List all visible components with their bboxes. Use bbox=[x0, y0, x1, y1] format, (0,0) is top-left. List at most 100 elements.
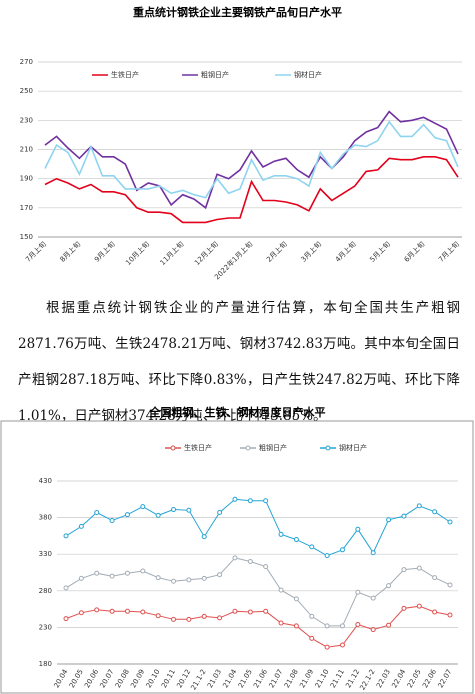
point bbox=[370, 550, 376, 556]
point bbox=[94, 570, 100, 576]
point bbox=[94, 509, 100, 515]
series-line bbox=[44, 120, 459, 199]
point bbox=[447, 612, 453, 618]
legend-marker bbox=[170, 445, 176, 451]
x-tick-label: 2月上旬 bbox=[264, 239, 288, 263]
point bbox=[309, 635, 315, 641]
point bbox=[309, 544, 315, 550]
series-line bbox=[65, 498, 451, 557]
paragraph: 根据重点统计钢铁企业的产量进行估算，本旬全国共生产粗钢2871.76万吨、生铁2… bbox=[18, 300, 460, 424]
y-tick-label: 270 bbox=[20, 58, 33, 66]
point bbox=[263, 564, 269, 570]
point bbox=[186, 616, 192, 622]
point bbox=[355, 526, 361, 532]
x-tick-label: 21.10 bbox=[314, 668, 331, 689]
point bbox=[171, 616, 177, 622]
x-tick-label: 20.04 bbox=[53, 668, 70, 690]
x-tick-label: 5月上旬 bbox=[368, 239, 392, 263]
x-tick-label: 10月上旬 bbox=[124, 239, 152, 267]
point bbox=[186, 577, 192, 583]
point bbox=[217, 572, 223, 578]
point bbox=[355, 621, 361, 627]
point bbox=[109, 573, 115, 579]
point bbox=[232, 555, 238, 561]
point bbox=[432, 609, 438, 615]
point bbox=[109, 518, 115, 524]
point bbox=[217, 615, 223, 621]
point bbox=[416, 565, 422, 571]
x-tick-label: 21.07 bbox=[268, 668, 285, 689]
point bbox=[140, 609, 146, 615]
point bbox=[78, 610, 84, 616]
point bbox=[370, 627, 376, 633]
point bbox=[109, 608, 115, 614]
x-tick-label: 21.09 bbox=[298, 668, 315, 689]
point bbox=[278, 531, 284, 537]
legend-label: 钢材日产 bbox=[294, 70, 322, 79]
y-tick-label: 280 bbox=[39, 587, 52, 595]
series-line bbox=[44, 156, 459, 224]
point bbox=[401, 513, 407, 519]
frame bbox=[0, 420, 474, 694]
point bbox=[171, 507, 177, 513]
y-tick-label: 170 bbox=[20, 204, 33, 212]
point bbox=[386, 622, 392, 628]
point bbox=[339, 547, 345, 553]
point bbox=[247, 559, 253, 565]
y-tick-label: 150 bbox=[20, 233, 33, 241]
point bbox=[416, 603, 422, 609]
point bbox=[124, 608, 130, 614]
point bbox=[278, 620, 284, 626]
chart-title: 全国粗钢、生铁、钢材月度日产水平 bbox=[149, 406, 326, 419]
x-tick-label: 8月上旬 bbox=[58, 239, 82, 263]
y-tick-label: 250 bbox=[20, 87, 33, 95]
point bbox=[263, 498, 269, 504]
x-tick-label: 20.09 bbox=[129, 668, 146, 689]
point bbox=[63, 616, 69, 622]
chart-title: 重点统计钢铁企业主要钢铁产品旬日产水平 bbox=[133, 6, 342, 19]
legend-label: 生铁日产 bbox=[111, 70, 139, 79]
point bbox=[386, 517, 392, 523]
point bbox=[324, 644, 330, 650]
point bbox=[63, 533, 69, 539]
point bbox=[339, 623, 345, 629]
point bbox=[140, 504, 146, 510]
point bbox=[171, 578, 177, 584]
x-tick-label: 20.11 bbox=[160, 668, 177, 689]
x-tick-label: 21.03 bbox=[206, 668, 223, 689]
point bbox=[78, 575, 84, 581]
point bbox=[447, 582, 453, 588]
x-tick-label: 20.08 bbox=[114, 668, 131, 689]
point bbox=[217, 509, 223, 515]
point bbox=[293, 623, 299, 629]
x-tick-label: 21.08 bbox=[283, 668, 300, 689]
x-tick-label: 21.11 bbox=[329, 668, 346, 689]
chart: 18023028033038043020.0420.0520.0620.0720… bbox=[0, 420, 474, 694]
point bbox=[94, 607, 100, 613]
point bbox=[432, 509, 438, 515]
point bbox=[401, 605, 407, 611]
y-tick-label: 380 bbox=[39, 514, 52, 522]
legend-label: 粗钢日产 bbox=[201, 70, 229, 79]
point bbox=[386, 583, 392, 589]
x-tick-label: 3月上旬 bbox=[299, 239, 323, 263]
point bbox=[124, 512, 130, 518]
x-tick-label: 21.1-2 bbox=[189, 668, 207, 692]
point bbox=[232, 608, 238, 614]
y-tick-label: 230 bbox=[20, 116, 33, 124]
point bbox=[324, 623, 330, 629]
point bbox=[432, 575, 438, 581]
x-tick-label: 6月上旬 bbox=[402, 239, 426, 263]
point bbox=[324, 553, 330, 559]
y-tick-label: 430 bbox=[39, 477, 52, 485]
point bbox=[155, 512, 161, 518]
x-tick-label: 22.07 bbox=[437, 668, 454, 689]
series-line bbox=[65, 557, 451, 627]
x-tick-label: 4月上旬 bbox=[333, 239, 357, 263]
x-tick-label: 11月上旬 bbox=[158, 239, 186, 267]
legend-marker bbox=[325, 445, 331, 451]
series-line bbox=[44, 110, 459, 210]
x-tick-label: 20.05 bbox=[68, 668, 85, 689]
point bbox=[201, 575, 207, 581]
point bbox=[247, 609, 253, 615]
